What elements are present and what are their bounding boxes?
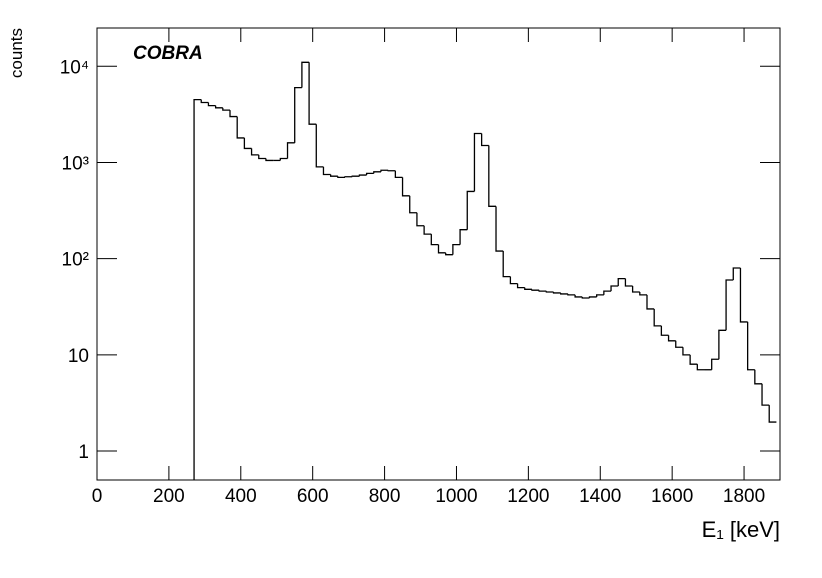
histogram-bin (495, 206, 504, 252)
y-axis-label: counts (7, 28, 26, 78)
histogram-bin (286, 142, 295, 159)
histogram-bin (588, 296, 597, 298)
histogram-bin (725, 279, 734, 331)
histogram-bin (696, 364, 705, 371)
histogram-bin (430, 234, 439, 246)
x-tick-label: 800 (369, 486, 401, 507)
histogram-bin (545, 291, 554, 293)
histogram-bin (294, 86, 302, 143)
histogram-bin (711, 358, 719, 370)
histogram-bin (754, 369, 763, 385)
y-tick-label: 10 (68, 346, 89, 367)
histogram-bin (258, 154, 266, 160)
histogram-bin (502, 251, 511, 278)
histogram-bin (423, 225, 432, 235)
histogram-bin (401, 177, 410, 197)
histogram-bin (437, 244, 446, 254)
histogram-bin (308, 62, 317, 125)
histogram-bin (380, 169, 389, 172)
histogram-bin (581, 296, 590, 299)
histogram-bin (315, 124, 324, 168)
histogram-bin (330, 174, 338, 177)
histogram-bin (624, 278, 633, 287)
histogram-bin (524, 287, 532, 290)
histogram-bin (193, 98, 202, 480)
histogram-bin (667, 335, 676, 342)
histogram-bin (560, 292, 568, 295)
histogram-bin (639, 292, 647, 296)
histogram-bin (222, 107, 231, 111)
histogram-bin (394, 170, 403, 179)
histogram-bin (516, 283, 525, 289)
histogram-bin (250, 148, 259, 156)
histogram-bin (236, 116, 245, 139)
x-tick-label: 200 (153, 486, 185, 507)
histogram-bin (243, 137, 252, 150)
histogram-bin (675, 340, 683, 348)
x-tick-label: 1000 (435, 486, 477, 507)
histogram-bin (531, 289, 540, 291)
histogram-bin (265, 158, 274, 162)
y-tick-label: 10³ (62, 153, 89, 174)
histogram-bin (200, 99, 209, 104)
histogram-bin (732, 267, 741, 281)
histogram-bin (509, 276, 518, 285)
histogram-bin (718, 329, 727, 360)
histogram-bin (373, 171, 381, 174)
x-axis-label: E₁ [keV] (702, 517, 780, 542)
histogram-bin (552, 292, 561, 294)
plot-frame (96, 27, 781, 481)
histogram-bin (617, 277, 626, 286)
histogram-bin (387, 170, 396, 172)
histogram-bin (409, 195, 417, 214)
histogram-bin (466, 190, 475, 230)
histogram-bin (610, 285, 619, 292)
histogram-bin (214, 105, 223, 109)
histogram-bin (538, 290, 547, 292)
histogram-bin (445, 252, 453, 256)
x-tick-label: 0 (92, 486, 103, 507)
histogram-bin (480, 133, 489, 147)
x-tick-label: 1200 (507, 486, 549, 507)
y-tick-label: 1 (78, 442, 89, 463)
histogram-bin (761, 383, 770, 406)
histogram-bin (739, 267, 748, 323)
x-tick-label: 400 (225, 486, 257, 507)
histogram-bin (365, 172, 374, 176)
histogram-bin (646, 294, 655, 310)
annotation: COBRA (133, 43, 203, 64)
histogram-bin (351, 175, 360, 177)
histogram-bin (631, 285, 640, 293)
histogram-bin (574, 294, 583, 298)
histogram-bin (603, 290, 612, 295)
y-tick-label: 10² (62, 250, 89, 271)
histogram-bin (473, 132, 482, 192)
x-tick-label: 1800 (723, 486, 765, 507)
histogram-bin (322, 166, 331, 176)
histogram-bin (488, 145, 497, 207)
histogram-bin (746, 321, 755, 371)
x-tick-label: 1600 (651, 486, 693, 507)
x-tick-label: 600 (297, 486, 329, 507)
histogram-bin (459, 229, 468, 245)
histogram-bin (768, 405, 777, 423)
histogram-bin (279, 157, 288, 161)
histogram-bin (416, 212, 425, 227)
histogram-bin (567, 293, 576, 296)
x-tick-label: 1400 (579, 486, 621, 507)
histogram-bin (301, 61, 310, 88)
histogram-bin (653, 308, 662, 327)
histogram-bin (596, 294, 604, 297)
histogram-bin (682, 347, 691, 356)
histogram-bin (358, 174, 367, 177)
histogram-bin (337, 176, 346, 179)
histogram-bin (452, 243, 461, 255)
histogram-bin (207, 102, 216, 107)
histogram-bin (660, 325, 669, 336)
histogram-bin (229, 110, 238, 118)
y-tick-label: 10⁴ (60, 57, 89, 78)
histogram-bin (344, 176, 353, 178)
histogram-bin (689, 354, 698, 365)
